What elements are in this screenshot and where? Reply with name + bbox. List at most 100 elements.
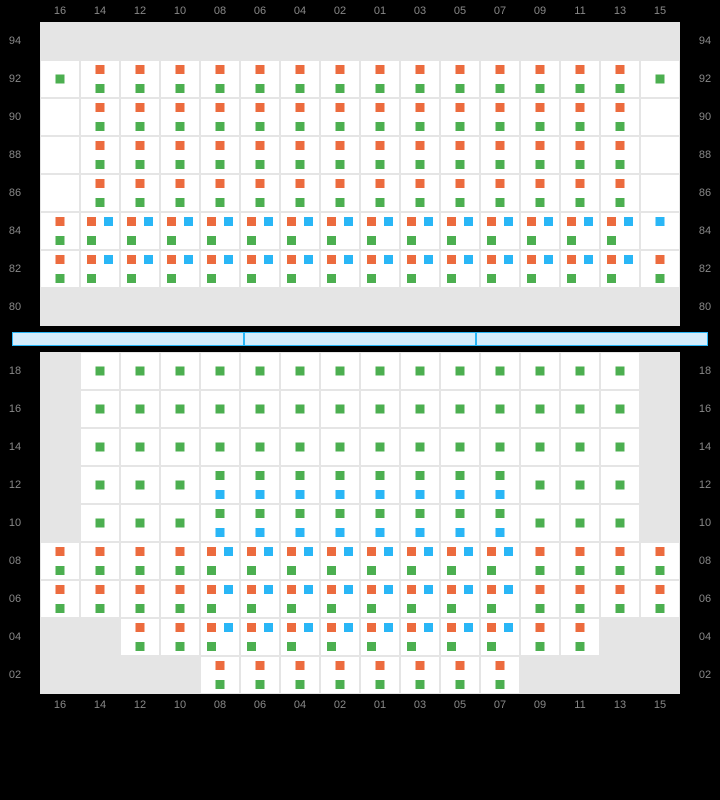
seat-cell[interactable] (640, 98, 680, 136)
seat-cell[interactable] (520, 174, 560, 212)
seat-cell[interactable] (600, 98, 640, 136)
seat-cell[interactable] (40, 212, 80, 250)
seat-cell[interactable] (280, 580, 320, 618)
seat-cell[interactable] (640, 352, 680, 390)
seat-cell[interactable] (560, 580, 600, 618)
seat-cell[interactable] (40, 656, 80, 694)
seat-cell[interactable] (400, 428, 440, 466)
seat-cell[interactable] (600, 250, 640, 288)
seat-cell[interactable] (360, 60, 400, 98)
seat-cell[interactable] (280, 288, 320, 326)
seat-cell[interactable] (560, 288, 600, 326)
seat-cell[interactable] (80, 60, 120, 98)
seat-cell[interactable] (520, 288, 560, 326)
seat-cell[interactable] (360, 352, 400, 390)
seat-cell[interactable] (160, 288, 200, 326)
seat-cell[interactable] (280, 656, 320, 694)
seat-cell[interactable] (600, 580, 640, 618)
seat-cell[interactable] (440, 22, 480, 60)
seat-cell[interactable] (160, 136, 200, 174)
seat-cell[interactable] (120, 174, 160, 212)
seat-cell[interactable] (440, 136, 480, 174)
seat-cell[interactable] (400, 618, 440, 656)
seat-cell[interactable] (40, 98, 80, 136)
seat-cell[interactable] (560, 174, 600, 212)
seat-cell[interactable] (40, 504, 80, 542)
seat-cell[interactable] (560, 618, 600, 656)
seat-cell[interactable] (80, 22, 120, 60)
seat-cell[interactable] (640, 428, 680, 466)
seat-cell[interactable] (280, 618, 320, 656)
seat-cell[interactable] (120, 22, 160, 60)
seat-cell[interactable] (480, 618, 520, 656)
seat-cell[interactable] (280, 212, 320, 250)
seat-cell[interactable] (440, 466, 480, 504)
seat-cell[interactable] (120, 212, 160, 250)
seat-cell[interactable] (200, 212, 240, 250)
seat-cell[interactable] (120, 656, 160, 694)
seat-cell[interactable] (640, 466, 680, 504)
seat-cell[interactable] (640, 60, 680, 98)
seat-cell[interactable] (240, 22, 280, 60)
seat-cell[interactable] (520, 618, 560, 656)
seat-cell[interactable] (360, 212, 400, 250)
seat-cell[interactable] (440, 618, 480, 656)
seat-cell[interactable] (400, 466, 440, 504)
seat-cell[interactable] (40, 352, 80, 390)
seat-cell[interactable] (360, 656, 400, 694)
seat-cell[interactable] (480, 98, 520, 136)
seat-cell[interactable] (400, 352, 440, 390)
seat-cell[interactable] (120, 390, 160, 428)
seat-cell[interactable] (400, 504, 440, 542)
seat-cell[interactable] (440, 174, 480, 212)
seat-cell[interactable] (160, 656, 200, 694)
seat-cell[interactable] (200, 352, 240, 390)
seat-cell[interactable] (560, 60, 600, 98)
seat-cell[interactable] (600, 656, 640, 694)
seat-cell[interactable] (360, 428, 400, 466)
seat-cell[interactable] (440, 390, 480, 428)
seat-cell[interactable] (320, 428, 360, 466)
seat-cell[interactable] (520, 580, 560, 618)
seat-cell[interactable] (600, 212, 640, 250)
seat-cell[interactable] (480, 428, 520, 466)
seat-cell[interactable] (640, 390, 680, 428)
seat-cell[interactable] (400, 656, 440, 694)
seat-cell[interactable] (280, 428, 320, 466)
seat-cell[interactable] (320, 466, 360, 504)
seat-cell[interactable] (120, 288, 160, 326)
seat-cell[interactable] (400, 98, 440, 136)
seat-cell[interactable] (440, 428, 480, 466)
seat-cell[interactable] (360, 466, 400, 504)
seat-cell[interactable] (160, 466, 200, 504)
seat-cell[interactable] (320, 288, 360, 326)
seat-cell[interactable] (640, 656, 680, 694)
seat-cell[interactable] (520, 504, 560, 542)
seat-cell[interactable] (640, 250, 680, 288)
seat-cell[interactable] (320, 60, 360, 98)
seat-cell[interactable] (80, 288, 120, 326)
seat-cell[interactable] (640, 618, 680, 656)
seat-cell[interactable] (80, 580, 120, 618)
seat-cell[interactable] (280, 250, 320, 288)
seat-cell[interactable] (40, 466, 80, 504)
seat-cell[interactable] (360, 98, 400, 136)
seat-cell[interactable] (160, 542, 200, 580)
seat-cell[interactable] (520, 98, 560, 136)
seat-cell[interactable] (480, 466, 520, 504)
seat-cell[interactable] (480, 542, 520, 580)
seat-cell[interactable] (600, 504, 640, 542)
seat-cell[interactable] (40, 428, 80, 466)
seat-cell[interactable] (360, 618, 400, 656)
seat-cell[interactable] (520, 60, 560, 98)
seat-cell[interactable] (200, 466, 240, 504)
seat-cell[interactable] (320, 656, 360, 694)
seat-cell[interactable] (480, 212, 520, 250)
seat-cell[interactable] (240, 390, 280, 428)
seat-cell[interactable] (600, 466, 640, 504)
seat-cell[interactable] (600, 136, 640, 174)
seat-cell[interactable] (480, 288, 520, 326)
seat-cell[interactable] (560, 212, 600, 250)
seat-cell[interactable] (360, 136, 400, 174)
seat-cell[interactable] (600, 542, 640, 580)
